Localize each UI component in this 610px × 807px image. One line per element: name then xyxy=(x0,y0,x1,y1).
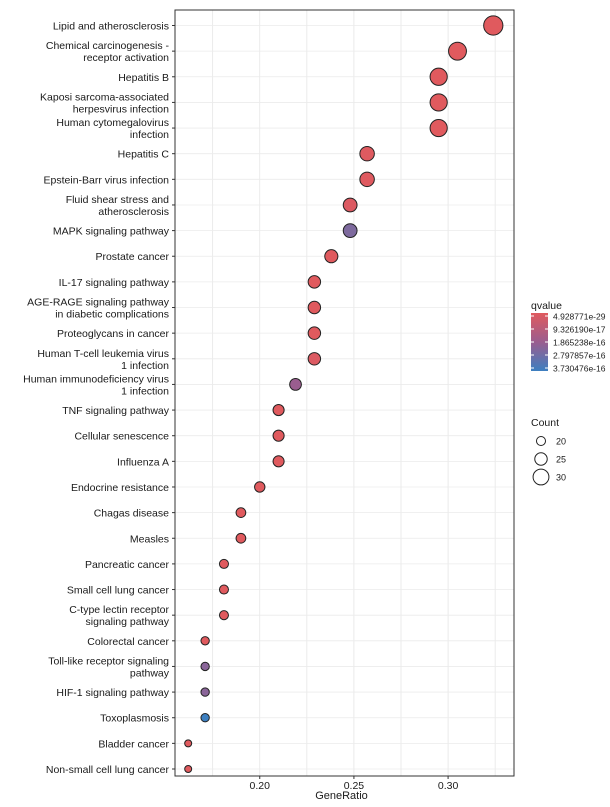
data-point xyxy=(200,661,210,672)
data-point xyxy=(307,352,322,366)
term-label: Non-small cell lung cancer xyxy=(46,764,170,776)
term-label: herpesvirus infection xyxy=(73,103,169,115)
color-legend-bar xyxy=(531,313,548,371)
term-label: TNF signaling pathway xyxy=(62,405,170,417)
x-tick-label: 0.20 xyxy=(250,780,271,792)
term-label: Human cytomegalovirus xyxy=(56,117,169,129)
data-point xyxy=(429,93,448,112)
plot-border xyxy=(174,9,515,777)
term-label: Small cell lung cancer xyxy=(67,585,170,597)
data-point xyxy=(307,275,322,289)
term-label: Human immunodeficiency virus xyxy=(23,373,169,385)
term-label: Proteoglycans in cancer xyxy=(57,328,170,340)
color-legend-label: 4.928771e-29 xyxy=(553,312,606,322)
color-legend-label: 1.865238e-16 xyxy=(553,338,606,348)
term-label: HIF-1 signaling pathway xyxy=(56,687,169,699)
data-point xyxy=(342,223,358,239)
term-label: Lipid and atherosclerosis xyxy=(53,21,169,33)
term-label: infection xyxy=(130,129,169,141)
term-label: Colorectal cancer xyxy=(87,636,169,648)
term-label: signaling pathway xyxy=(86,616,170,628)
data-point xyxy=(289,378,302,391)
term-label: in diabetic complications xyxy=(55,309,169,321)
term-label: Pancreatic cancer xyxy=(85,559,170,571)
term-label: pathway xyxy=(130,667,170,679)
size-legend-title: Count xyxy=(531,417,559,429)
data-point xyxy=(235,532,247,544)
term-label: Toll-like receptor signaling xyxy=(48,655,169,667)
term-label: Kaposi sarcoma-associated xyxy=(40,91,169,103)
data-point xyxy=(483,15,504,36)
data-point xyxy=(218,610,229,621)
term-label: AGE-RAGE signaling pathway xyxy=(27,297,170,309)
term-label: Chemical carcinogenesis - xyxy=(46,40,170,52)
data-point xyxy=(184,765,193,773)
data-point xyxy=(218,558,229,569)
data-point xyxy=(307,300,322,315)
x-tick-label: 0.30 xyxy=(438,780,459,792)
term-label: Endocrine resistance xyxy=(71,482,169,494)
color-legend-label: 9.326190e-17 xyxy=(553,325,606,335)
x-axis-title: GeneRatio xyxy=(315,790,368,802)
term-label: Human T-cell leukemia virus xyxy=(37,348,169,360)
term-label: Hepatitis C xyxy=(118,149,170,161)
data-point xyxy=(235,507,247,518)
color-legend-label: 3.730476e-16 xyxy=(553,364,606,374)
data-point xyxy=(200,687,210,697)
size-legend-circle xyxy=(535,435,547,447)
term-label: Influenza A xyxy=(117,456,169,468)
data-point xyxy=(429,118,448,138)
data-point xyxy=(359,171,375,188)
term-label: Cellular senescence xyxy=(74,431,169,443)
data-point xyxy=(429,67,448,86)
size-legend-label: 30 xyxy=(556,473,566,483)
data-point xyxy=(254,481,266,493)
data-point xyxy=(324,249,339,264)
term-label: 1 infection xyxy=(121,385,169,397)
color-legend-label: 2.797857e-16 xyxy=(553,351,606,361)
data-point xyxy=(272,455,285,468)
data-point xyxy=(184,739,193,748)
data-point xyxy=(342,197,358,213)
term-label: IL-17 signaling pathway xyxy=(59,277,170,289)
data-point xyxy=(272,404,285,417)
data-point xyxy=(448,41,467,61)
term-label: Hepatitis B xyxy=(118,72,169,84)
plot-panel xyxy=(175,10,514,776)
size-legend-circle xyxy=(534,452,548,466)
term-label: C-type lectin receptor xyxy=(69,604,169,616)
data-point xyxy=(200,713,210,723)
data-point xyxy=(272,429,285,442)
size-legend-label: 20 xyxy=(556,437,566,447)
size-legend-label: 25 xyxy=(556,455,566,465)
term-label: Epstein-Barr virus infection xyxy=(44,174,170,186)
term-label: 1 infection xyxy=(121,360,169,372)
term-label: MAPK signaling pathway xyxy=(53,226,170,238)
data-point xyxy=(307,326,322,340)
data-point xyxy=(200,636,210,646)
color-legend-title: qvalue xyxy=(531,300,562,312)
term-label: Chagas disease xyxy=(94,508,169,520)
term-label: Fluid shear stress and xyxy=(66,194,169,206)
term-label: Toxoplasmosis xyxy=(100,713,169,725)
data-point xyxy=(359,145,375,162)
data-point xyxy=(218,584,229,595)
size-legend-circle xyxy=(532,468,550,486)
term-label: Prostate cancer xyxy=(95,251,169,263)
term-label: Measles xyxy=(130,533,169,545)
term-label: Bladder cancer xyxy=(98,738,169,750)
term-label: atherosclerosis xyxy=(98,206,169,218)
term-label: receptor activation xyxy=(83,52,169,64)
x-tick-label: 0.25 xyxy=(344,780,365,792)
